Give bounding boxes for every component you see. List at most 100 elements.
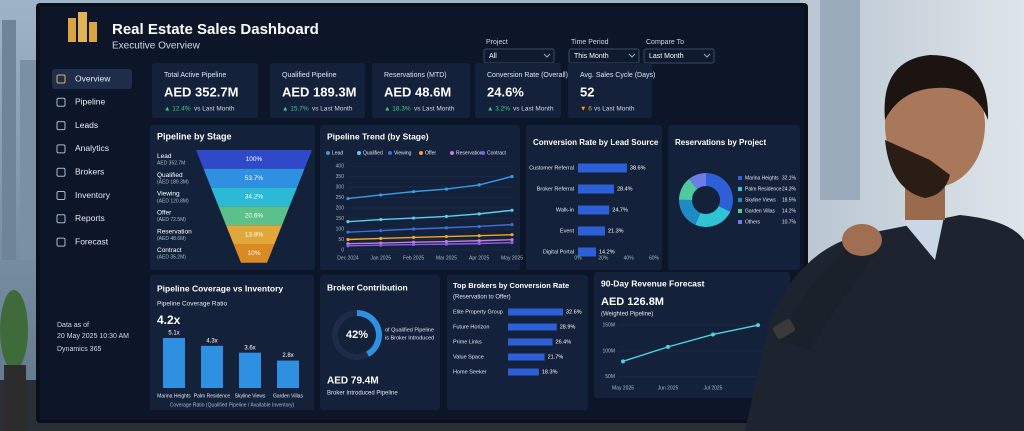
point [477,234,481,238]
kpi-change: ▼ 6 [580,106,592,113]
data-label: 2.8x [282,353,293,359]
panel [270,63,365,118]
stage-label: Offer [157,210,172,217]
nav-highlight [52,69,132,89]
y-tick-label: 50 [338,237,344,243]
point [346,220,350,224]
category-label: Event [560,228,575,234]
donut-slice [679,199,701,225]
hand [842,224,882,256]
y-tick-label: 200 [336,205,345,211]
panel [568,63,652,118]
subtitle: Executive Overview [112,41,201,52]
bar [508,368,539,376]
data-label: 28.9% [560,324,576,330]
series-line [347,175,513,200]
kpi-change: ▲ 12.4% [164,106,191,113]
note: of Qualified Pipeline [385,327,434,333]
point [444,242,448,246]
kpi-comparison: vs Last Month [414,106,455,113]
point [444,240,448,244]
point [412,235,416,239]
filter-label: Project [486,39,508,46]
title: Real Estate Sales Dashboard [112,21,319,38]
x-tick-label: Dec 2024 [337,255,359,261]
stage-label: Reservation [157,228,192,235]
data-label: 100% [246,156,263,163]
funnel-stage [211,187,297,207]
category-label: Elite Property Group [453,309,503,315]
point [379,229,383,233]
legend-entry: Contract [487,150,507,156]
panel [475,63,561,118]
series-line [347,223,513,233]
legend-entry: Others [745,219,761,225]
data-label: 10% [247,250,260,257]
x-tick-label: 60% [649,255,660,261]
data-label: 18.5% [782,197,797,203]
y-tick-label: 400 [336,163,345,169]
data-label: 14.2% [782,208,797,214]
shirt-collar [900,212,945,260]
donut-slice [679,178,698,200]
building [20,60,36,260]
subtitle: (Reservation to Offer) [453,295,511,301]
category-label: Customer Referral [529,165,574,171]
point [346,237,350,242]
legend-entry: Qualified [363,150,383,156]
point [346,196,350,201]
subtitle: Pipeline Coverage Ratio [157,301,227,308]
plant [0,290,28,370]
nav-item[interactable]: Brokers [75,166,104,176]
nav-item[interactable]: Reports [75,213,105,223]
nav-item[interactable]: Inventory [75,190,111,200]
category-label: Broker Referral [537,186,574,192]
nav-item[interactable]: Pipeline [75,97,106,107]
kpi-value: AED 48.6M [384,84,451,99]
caption: Coverage Ratio (Qualified Pipeline / Ava… [170,402,295,408]
status: Dynamics 365 [57,346,101,353]
kpi-change: ▲ 3.2% [487,106,510,113]
point [379,193,383,197]
forecast-line [622,324,759,362]
legend-swatch [419,151,423,155]
kpi-label: Qualified Pipeline [282,72,337,79]
panel-title: Pipeline by Stage [157,131,232,141]
y-tick-label: 250 [336,195,345,201]
y-tick-label: 300 [336,184,345,190]
category-label: Value Space [453,354,484,360]
panel-title: 90-Day Revenue Forecast [601,278,705,288]
point [510,208,514,212]
legend-entry: Viewing [394,150,412,156]
bar [508,353,545,361]
point [510,241,514,245]
nav-item[interactable]: Leads [75,120,98,130]
watch [772,319,796,339]
legend-swatch [450,151,454,155]
filter-dropdown[interactable] [643,48,715,64]
point [412,216,416,220]
stage-label: Contract [157,247,182,254]
panel-title: Broker Contribution [327,282,408,292]
stage-label: Lead [157,153,172,160]
nav-item[interactable]: Forecast [75,236,109,246]
stage-amount: (AED 72.5M) [157,217,186,223]
data-label: 53.7% [245,175,264,182]
x-tick-label: Jan 2025 [371,255,392,261]
point [412,227,416,231]
nav-icon [56,237,66,247]
nav-item[interactable]: Analytics [75,143,109,153]
donut-slice [706,173,733,212]
nav-item[interactable]: Overview [75,73,111,83]
nav-icon [56,74,66,84]
bar [508,338,553,346]
bar [578,247,596,257]
kpi-value: AED 352.7M [164,84,238,99]
panel [526,125,662,270]
category-label: Garden Villas [273,393,303,399]
kpi-change: ▲ 15.7% [282,106,309,113]
point [510,238,514,242]
chevron [543,53,551,58]
bar [578,205,610,215]
legend-swatch [388,151,392,155]
